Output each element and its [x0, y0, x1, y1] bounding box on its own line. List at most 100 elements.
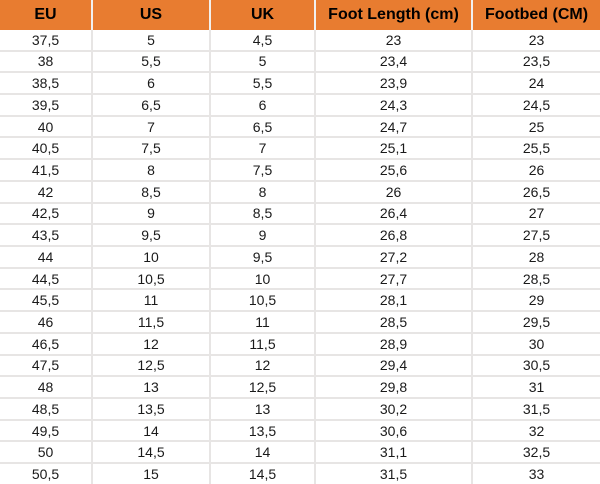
table-cell-us: 12,5: [91, 354, 211, 378]
table-cell-us: 7: [91, 115, 211, 139]
table-cell-foot-length: 27,2: [314, 245, 473, 269]
table-cell-foot-length: 28,5: [314, 311, 473, 334]
table-cell-uk: 13: [209, 398, 316, 421]
table-cell-uk: 4,5: [209, 30, 316, 52]
table-cell-eu: 37,5: [0, 30, 93, 52]
table-cell-eu: 44,5: [0, 267, 93, 291]
table-cell-us: 9: [91, 202, 211, 226]
table-cell-us: 8: [91, 159, 211, 182]
table-cell-foot-length: 23,4: [314, 50, 473, 74]
table-cell-uk: 12: [209, 354, 316, 378]
table-cell-foot-length: 28,1: [314, 289, 473, 313]
table-cell-eu: 48,5: [0, 398, 93, 421]
table-cell-foot-length: 24,7: [314, 115, 473, 139]
table-cell-eu: 38,5: [0, 72, 93, 95]
table-row: 46,5 12 11,5 28,9 30: [0, 332, 600, 356]
table-cell-uk: 14,5: [209, 463, 316, 484]
table-cell-eu: 48: [0, 376, 93, 400]
table-cell-foot-length: 24,3: [314, 93, 473, 117]
table-row: 43,5 9,5 9 26,8 27,5: [0, 224, 600, 247]
table-row: 40,5 7,5 7 25,1 25,5: [0, 137, 600, 161]
table-row: 38,5 6 5,5 23,9 24: [0, 72, 600, 95]
table-cell-us: 5,5: [91, 50, 211, 74]
table-cell-us: 14,5: [91, 441, 211, 465]
header-row: EU US UK Foot Length (cm) Footbed (CM): [0, 0, 600, 30]
table-cell-foot-length: 30,2: [314, 398, 473, 421]
table-cell-eu: 50,5: [0, 463, 93, 484]
table-cell-foot-length: 23: [314, 30, 473, 52]
table-cell-us: 6,5: [91, 93, 211, 117]
table-cell-uk: 9: [209, 224, 316, 247]
table-cell-foot-length: 23,9: [314, 72, 473, 95]
table-cell-footbed: 31: [471, 376, 600, 400]
table-body: 37,5 5 4,5 23 23 38 5,5 5 23,4 23,5 38,5…: [0, 30, 600, 484]
table-cell-footbed: 32: [471, 419, 600, 443]
table-cell-us: 7,5: [91, 137, 211, 161]
table-cell-footbed: 24: [471, 72, 600, 95]
table-cell-footbed: 26: [471, 159, 600, 182]
table-cell-foot-length: 26,8: [314, 224, 473, 247]
table-cell-uk: 10: [209, 267, 316, 291]
table-cell-foot-length: 31,1: [314, 441, 473, 465]
table-row: 45,5 11 10,5 28,1 29: [0, 289, 600, 313]
table-cell-eu: 38: [0, 50, 93, 74]
table-cell-footbed: 30: [471, 332, 600, 356]
table-row: 44,5 10,5 10 27,7 28,5: [0, 267, 600, 291]
table-cell-us: 10,5: [91, 267, 211, 291]
table-cell-uk: 5: [209, 50, 316, 74]
table-row: 38 5,5 5 23,4 23,5: [0, 50, 600, 74]
table-cell-uk: 8: [209, 180, 316, 204]
table-cell-footbed: 27,5: [471, 224, 600, 247]
table-cell-foot-length: 25,1: [314, 137, 473, 161]
table-cell-uk: 10,5: [209, 289, 316, 313]
table-cell-footbed: 27: [471, 202, 600, 226]
table-cell-uk: 11,5: [209, 332, 316, 356]
table-cell-footbed: 30,5: [471, 354, 600, 378]
table-cell-uk: 14: [209, 441, 316, 465]
table-cell-footbed: 29: [471, 289, 600, 313]
table-cell-eu: 44: [0, 245, 93, 269]
table-cell-us: 13: [91, 376, 211, 400]
table-cell-eu: 45,5: [0, 289, 93, 313]
table-cell-footbed: 29,5: [471, 311, 600, 334]
table-cell-us: 11,5: [91, 311, 211, 334]
table-cell-foot-length: 26,4: [314, 202, 473, 226]
table-cell-footbed: 24,5: [471, 93, 600, 117]
table-cell-uk: 9,5: [209, 245, 316, 269]
table-cell-uk: 8,5: [209, 202, 316, 226]
table-cell-us: 11: [91, 289, 211, 313]
table-cell-foot-length: 30,6: [314, 419, 473, 443]
table-cell-us: 12: [91, 332, 211, 356]
table-cell-footbed: 28: [471, 245, 600, 269]
table-cell-uk: 11: [209, 311, 316, 334]
table-cell-footbed: 23,5: [471, 50, 600, 74]
table-row: 37,5 5 4,5 23 23: [0, 30, 600, 52]
table-cell-footbed: 26,5: [471, 180, 600, 204]
table-cell-us: 8,5: [91, 180, 211, 204]
table-row: 48 13 12,5 29,8 31: [0, 376, 600, 400]
table-cell-foot-length: 28,9: [314, 332, 473, 356]
table-cell-eu: 49,5: [0, 419, 93, 443]
table-cell-eu: 42,5: [0, 202, 93, 226]
table-cell-eu: 40: [0, 115, 93, 139]
table-cell-eu: 46,5: [0, 332, 93, 356]
table-cell-foot-length: 26: [314, 180, 473, 204]
table-cell-eu: 42: [0, 180, 93, 204]
table-cell-footbed: 23: [471, 30, 600, 52]
table-row: 47,5 12,5 12 29,4 30,5: [0, 354, 600, 378]
table-cell-foot-length: 25,6: [314, 159, 473, 182]
table-row: 46 11,5 11 28,5 29,5: [0, 311, 600, 334]
table-cell-footbed: 32,5: [471, 441, 600, 465]
table-row: 42 8,5 8 26 26,5: [0, 180, 600, 204]
table-cell-footbed: 25: [471, 115, 600, 139]
table-row: 40 7 6,5 24,7 25: [0, 115, 600, 139]
table-cell-uk: 6,5: [209, 115, 316, 139]
table-cell-uk: 13,5: [209, 419, 316, 443]
table-row: 50,5 15 14,5 31,5 33: [0, 463, 600, 484]
table-cell-eu: 43,5: [0, 224, 93, 247]
table-cell-footbed: 25,5: [471, 137, 600, 161]
table-cell-eu: 41,5: [0, 159, 93, 182]
table-cell-footbed: 31,5: [471, 398, 600, 421]
table-cell-uk: 5,5: [209, 72, 316, 95]
table-cell-foot-length: 29,4: [314, 354, 473, 378]
